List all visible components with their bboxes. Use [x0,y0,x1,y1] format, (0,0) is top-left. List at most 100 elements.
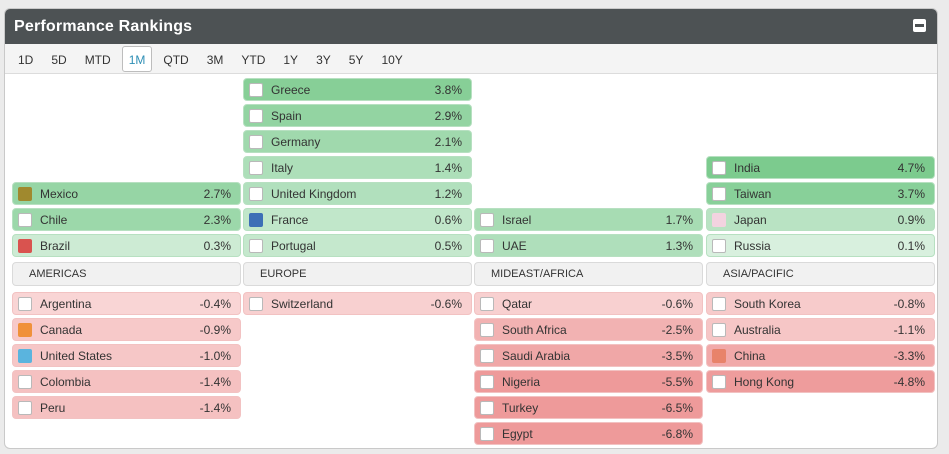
country-row-israel[interactable]: Israel 1.7% [474,208,703,231]
checkbox-icon[interactable] [712,348,726,363]
country-row-switzerland[interactable]: Switzerland -0.6% [243,292,472,315]
checkbox-icon[interactable] [249,108,263,123]
checkbox-icon[interactable] [18,296,32,311]
country-row-mexico[interactable]: Mexico 2.7% [12,182,241,205]
checkbox-icon[interactable] [18,186,32,201]
checkbox-icon[interactable] [712,186,726,201]
country-row-portugal[interactable]: Portugal 0.5% [243,234,472,257]
country-row-greece[interactable]: Greece 3.8% [243,78,472,101]
country-row-japan[interactable]: Japan 0.9% [706,208,935,231]
checkbox-icon[interactable] [712,212,726,227]
country-name: Switzerland [271,296,334,311]
country-name: Egypt [502,426,533,441]
country-row-australia[interactable]: Australia -1.1% [706,318,935,341]
checkbox-icon[interactable] [480,238,494,253]
performance-value: 2.9% [434,108,462,123]
checkbox-icon[interactable] [249,82,263,97]
checkbox-icon[interactable] [249,238,263,253]
tab-3m[interactable]: 3M [206,52,224,67]
country-name: China [734,348,766,363]
checkbox-icon[interactable] [712,322,726,337]
country-row-peru[interactable]: Peru -1.4% [12,396,241,419]
checkbox-icon[interactable] [18,322,32,337]
country-name: Portugal [271,238,316,253]
checkbox-icon[interactable] [480,348,494,363]
performance-value: 3.7% [897,186,925,201]
country-name: Japan [734,212,767,227]
country-row-turkey[interactable]: Turkey -6.5% [474,396,703,419]
checkbox-icon[interactable] [480,212,494,227]
country-row-saudi-arabia[interactable]: Saudi Arabia -3.5% [474,344,703,367]
country-name: United Kingdom [271,186,357,201]
checkbox-icon[interactable] [18,348,32,363]
country-row-nigeria[interactable]: Nigeria -5.5% [474,370,703,393]
checkbox-icon[interactable] [249,134,263,149]
performance-value: 1.7% [665,212,693,227]
country-row-india[interactable]: India 4.7% [706,156,935,179]
country-row-canada[interactable]: Canada -0.9% [12,318,241,341]
tab-5d[interactable]: 5D [51,52,67,67]
checkbox-icon[interactable] [712,296,726,311]
country-name: India [734,160,761,175]
country-row-chile[interactable]: Chile 2.3% [12,208,241,231]
checkbox-icon[interactable] [18,374,32,389]
country-row-argentina[interactable]: Argentina -0.4% [12,292,241,315]
checkbox-icon[interactable] [712,160,726,175]
country-row-uae[interactable]: UAE 1.3% [474,234,703,257]
country-name: Saudi Arabia [502,348,571,363]
checkbox-icon[interactable] [249,296,263,311]
tab-ytd[interactable]: YTD [241,52,266,67]
checkbox-icon[interactable] [480,400,494,415]
performance-value: -6.5% [661,400,693,415]
checkbox-icon[interactable] [480,296,494,311]
tab-1d[interactable]: 1D [18,52,34,67]
country-row-qatar[interactable]: Qatar -0.6% [474,292,703,315]
country-row-south-africa[interactable]: South Africa -2.5% [474,318,703,341]
country-name: Colombia [40,374,91,389]
country-row-south-korea[interactable]: South Korea -0.8% [706,292,935,315]
performance-value: -4.8% [893,374,925,389]
collapse-icon[interactable] [913,19,926,32]
country-row-united-kingdom[interactable]: United Kingdom 1.2% [243,182,472,205]
checkbox-icon[interactable] [18,212,32,227]
country-row-hong-kong[interactable]: Hong Kong -4.8% [706,370,935,393]
performance-value: 2.3% [203,212,231,227]
checkbox-icon[interactable] [249,212,263,227]
country-row-germany[interactable]: Germany 2.1% [243,130,472,153]
tab-mtd[interactable]: MTD [84,52,111,67]
tab-1y[interactable]: 1Y [283,52,299,67]
performance-value: -3.3% [893,348,925,363]
checkbox-icon[interactable] [18,400,32,415]
checkbox-icon[interactable] [480,374,494,389]
tab-10y[interactable]: 10Y [381,52,403,67]
tab-3y[interactable]: 3Y [316,52,331,67]
country-row-france[interactable]: France 0.6% [243,208,472,231]
country-row-china[interactable]: China -3.3% [706,344,935,367]
country-row-spain[interactable]: Spain 2.9% [243,104,472,127]
country-name: France [271,212,309,227]
performance-value: 1.2% [434,186,462,201]
country-row-united-states[interactable]: United States -1.0% [12,344,241,367]
performance-value: -0.6% [430,296,462,311]
checkbox-icon[interactable] [712,374,726,389]
checkbox-icon[interactable] [480,322,494,337]
period-tabs: 1D 5D MTD 1M QTD 3M YTD 1Y 3Y 5Y 10Y [5,44,937,74]
country-row-colombia[interactable]: Colombia -1.4% [12,370,241,393]
tab-5y[interactable]: 5Y [348,52,364,67]
performance-value: 1.4% [434,160,462,175]
country-row-egypt[interactable]: Egypt -6.8% [474,422,703,445]
performance-value: 0.5% [434,238,462,253]
country-row-taiwan[interactable]: Taiwan 3.7% [706,182,935,205]
country-row-italy[interactable]: Italy 1.4% [243,156,472,179]
panel-header: Performance Rankings [5,9,937,44]
checkbox-icon[interactable] [249,186,263,201]
checkbox-icon[interactable] [18,238,32,253]
checkbox-icon[interactable] [712,238,726,253]
country-row-russia[interactable]: Russia 0.1% [706,234,935,257]
rankings-grid: Mexico 2.7% Chile 2.3% Brazil 0.3% AMERICAS Arg… [5,74,937,448]
tab-qtd[interactable]: QTD [163,52,189,67]
checkbox-icon[interactable] [480,426,494,441]
country-row-brazil[interactable]: Brazil 0.3% [12,234,241,257]
checkbox-icon[interactable] [249,160,263,175]
tab-1m[interactable]: 1M [121,45,153,72]
